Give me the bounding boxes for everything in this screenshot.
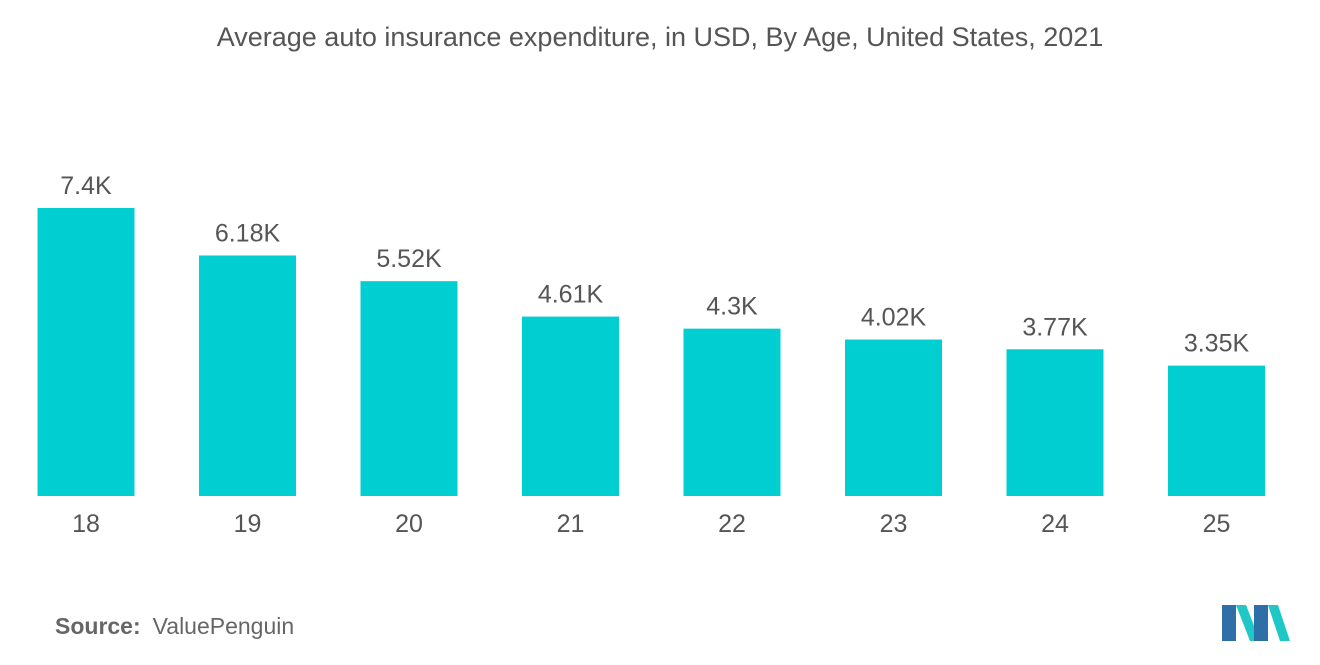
x-tick-label-23: 23 bbox=[880, 510, 908, 538]
x-tick-label-24: 24 bbox=[1041, 510, 1069, 538]
mordor-intelligence-logo-icon bbox=[1222, 605, 1290, 641]
bar-21 bbox=[522, 316, 619, 496]
data-label-18: 7.4K bbox=[60, 172, 112, 200]
x-tick-label-18: 18 bbox=[72, 510, 100, 538]
data-label-19: 6.18K bbox=[215, 219, 281, 247]
chart-title: Average auto insurance expenditure, in U… bbox=[216, 22, 1104, 52]
data-label-24: 3.77K bbox=[1022, 313, 1088, 341]
data-label-25: 3.35K bbox=[1184, 330, 1250, 358]
bar-19 bbox=[199, 255, 296, 496]
x-tick-label-21: 21 bbox=[557, 510, 585, 538]
data-label-23: 4.02K bbox=[861, 304, 927, 332]
bar-25 bbox=[1168, 365, 1265, 496]
bar-18 bbox=[37, 208, 135, 496]
bar-20 bbox=[360, 281, 458, 496]
source-line: Source: ValuePenguin bbox=[55, 613, 294, 640]
bar-24 bbox=[1006, 349, 1104, 496]
source-label: Source: bbox=[55, 613, 141, 639]
bar-22 bbox=[683, 328, 781, 496]
x-tick-label-19: 19 bbox=[234, 510, 262, 538]
data-label-20: 5.52K bbox=[376, 245, 442, 273]
x-tick-label-25: 25 bbox=[1203, 510, 1231, 538]
data-label-22: 4.3K bbox=[706, 293, 758, 321]
bar-23 bbox=[845, 339, 942, 496]
x-tick-label-22: 22 bbox=[718, 510, 746, 538]
x-tick-label-20: 20 bbox=[395, 510, 423, 538]
source-value: ValuePenguin bbox=[152, 613, 295, 639]
data-label-21: 4.61K bbox=[538, 281, 604, 309]
